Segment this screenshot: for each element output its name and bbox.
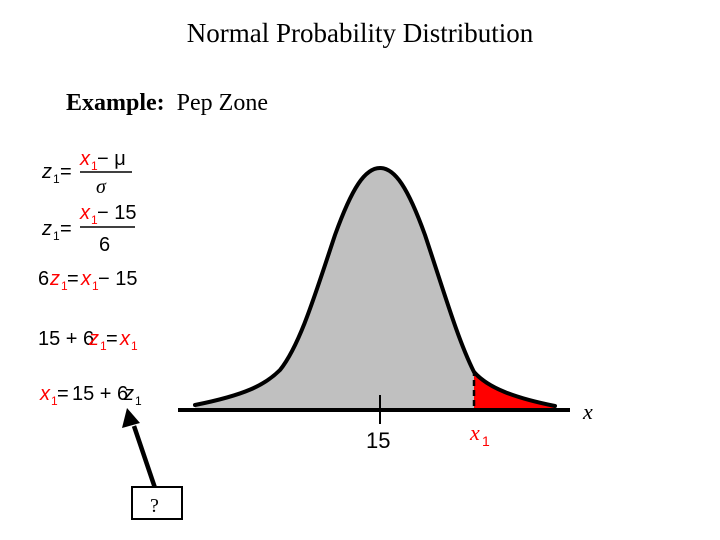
eq3-equals: = bbox=[67, 268, 79, 290]
eq4-x: x bbox=[119, 328, 131, 350]
eq3-pre: 6 bbox=[38, 268, 49, 290]
eq3-z: z bbox=[49, 268, 60, 290]
example-label: Example: bbox=[66, 90, 165, 116]
callout-box bbox=[131, 486, 183, 520]
eq4-pre: 15 + 6 bbox=[38, 328, 94, 350]
callout-arrow-shaft bbox=[131, 425, 158, 489]
x1-label: x bbox=[469, 420, 480, 445]
eq5-z: z bbox=[123, 383, 134, 405]
eq5-x-sub: 1 bbox=[51, 394, 58, 408]
eq2-num-rest: − 15 bbox=[97, 202, 136, 224]
eq4-x-sub: 1 bbox=[131, 339, 138, 353]
example-line: Example: Pep Zone bbox=[66, 90, 268, 117]
page-title: Normal Probability Distribution bbox=[186, 18, 534, 48]
eq2-lhs-sub: 1 bbox=[53, 229, 60, 243]
equation-rearranged-2: 15 + 6 z 1 = x 1 bbox=[38, 328, 138, 353]
eq1-lhs: z bbox=[41, 161, 52, 183]
equation-z-substituted: z 1 = x 1 − 15 6 bbox=[41, 202, 136, 256]
normal-curve-body bbox=[195, 168, 474, 410]
eq1-num-rest: − μ bbox=[97, 148, 126, 170]
equation-z-definition: z 1 = x 1 − μ σ bbox=[41, 148, 132, 198]
eq3-z-sub: 1 bbox=[61, 279, 68, 293]
eq5-x: x bbox=[39, 383, 51, 405]
eq3-x-sub: 1 bbox=[92, 279, 99, 293]
example-text: Pep Zone bbox=[176, 90, 268, 116]
eq3-post: − 15 bbox=[98, 268, 137, 290]
eq2-lhs: z bbox=[41, 218, 52, 240]
mean-label: 15 bbox=[366, 428, 390, 453]
shaded-tail-region bbox=[474, 372, 555, 410]
equation-rearranged-1: 6 z 1 = x 1 − 15 bbox=[38, 268, 137, 293]
eq3-x: x bbox=[80, 268, 92, 290]
eq1-lhs-sub: 1 bbox=[53, 172, 60, 186]
eq4-z-sub: 1 bbox=[100, 339, 107, 353]
callout-text: ? bbox=[150, 495, 159, 517]
eq4-equals: = bbox=[106, 328, 118, 350]
equation-solved-x: x 1 = 15 + 6 z 1 bbox=[39, 383, 142, 408]
eq1-equals: = bbox=[60, 161, 72, 183]
eq5-equals: = bbox=[57, 383, 69, 405]
eq2-num-sub: 1 bbox=[91, 213, 98, 227]
eq4-z: z bbox=[88, 328, 99, 350]
x1-label-sub: 1 bbox=[482, 433, 490, 449]
callout-arrowhead bbox=[122, 408, 140, 428]
eq2-num-x: x bbox=[79, 202, 91, 224]
eq2-den: 6 bbox=[99, 234, 110, 256]
eq5-mid: 15 + 6 bbox=[72, 383, 128, 405]
eq2-equals: = bbox=[60, 218, 72, 240]
eq1-num-x: x bbox=[79, 148, 91, 170]
x-axis-label: x bbox=[582, 399, 593, 424]
eq1-num-sub: 1 bbox=[91, 159, 98, 173]
eq5-z-sub: 1 bbox=[135, 394, 142, 408]
eq1-den: σ bbox=[96, 176, 107, 198]
